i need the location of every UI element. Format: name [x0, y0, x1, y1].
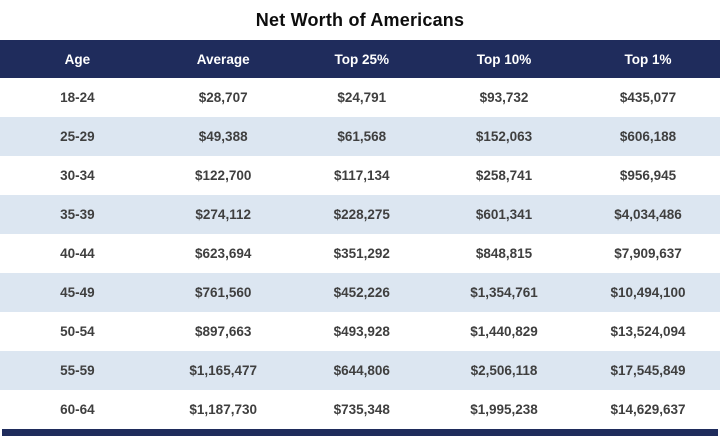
table-cell: $493,928: [333, 324, 390, 339]
table-cell: $258,741: [475, 168, 533, 183]
table-cell: $761,560: [195, 285, 252, 300]
page-title: Net Worth of Americans: [255, 9, 465, 30]
table-cell: $897,663: [195, 324, 252, 339]
table-cell: $435,077: [619, 90, 677, 105]
table-row: 18-24 $28,707 $24,791 $93,732 $435,077: [0, 78, 720, 117]
table-cell: $93,732: [479, 90, 529, 105]
table-cell: $28,707: [198, 90, 248, 105]
table-row: 45-49 $761,560 $452,226 $1,354,761 $10,4…: [0, 273, 720, 312]
table-cell: $10,494,100: [610, 285, 686, 300]
table-row: 55-59 $1,165,477 $644,806 $2,506,118 $17…: [0, 351, 720, 390]
table-cell: $152,063: [475, 129, 533, 144]
age-cell: 50-54: [60, 324, 95, 339]
table-cell: $122,700: [195, 168, 252, 183]
table-cell: $601,341: [475, 207, 533, 222]
column-header-top10: Top 10%: [476, 51, 532, 67]
table-cell: $117,134: [334, 168, 390, 183]
table-cell: $452,226: [333, 285, 390, 300]
table-cell: $13,524,094: [610, 324, 686, 339]
table-cell: $1,165,477: [189, 363, 257, 378]
table-body: 18-24 $28,707 $24,791 $93,732 $435,077 2…: [0, 78, 720, 436]
table-cell: $1,995,238: [470, 402, 538, 417]
table-cell: $644,806: [333, 363, 390, 378]
table-cell: $848,815: [475, 246, 533, 261]
table-cell: $956,945: [619, 168, 677, 183]
table-cell: $14,629,637: [610, 402, 686, 417]
table-cell: $17,545,849: [610, 363, 686, 378]
column-header-age: Age: [64, 51, 91, 67]
table-cell: $7,909,637: [614, 246, 682, 261]
title-bar: Net Worth of Americans: [0, 0, 720, 40]
table-cell: $4,034,486: [614, 207, 682, 222]
age-cell: 35-39: [60, 207, 95, 222]
table-cell: $606,188: [619, 129, 677, 144]
table-cell: $24,791: [337, 90, 387, 105]
age-cell: 55-59: [60, 363, 95, 378]
table-cell: $2,506,118: [470, 363, 538, 378]
table-cell: $228,275: [333, 207, 390, 222]
table-row: 50-54 $897,663 $493,928 $1,440,829 $13,5…: [0, 312, 720, 351]
table-cell: $351,292: [333, 246, 390, 261]
table-row: 35-39 $274,112 $228,275 $601,341 $4,034,…: [0, 195, 720, 234]
table-cell: $274,112: [195, 207, 251, 222]
table-cell: $623,694: [195, 246, 252, 261]
table-cell: $49,388: [198, 129, 248, 144]
table-header-row: Age Average Top 25% Top 10% Top 1%: [0, 40, 720, 78]
table-cell: $1,187,730: [189, 402, 257, 417]
age-cell: 18-24: [60, 90, 95, 105]
table-footer-bar: [2, 429, 718, 436]
age-cell: 25-29: [60, 129, 95, 144]
column-header-top25: Top 25%: [334, 51, 390, 67]
table-cell: $1,440,829: [470, 324, 538, 339]
table-cell: $61,568: [337, 129, 387, 144]
age-cell: 60-64: [60, 402, 95, 417]
age-cell: 40-44: [60, 246, 95, 261]
table-cell: $735,348: [333, 402, 390, 417]
table-row: 40-44 $623,694 $351,292 $848,815 $7,909,…: [0, 234, 720, 273]
age-cell: 45-49: [60, 285, 95, 300]
table-row: 60-64 $1,187,730 $735,348 $1,995,238 $14…: [0, 390, 720, 429]
column-header-top1: Top 1%: [624, 51, 672, 67]
age-cell: 30-34: [60, 168, 95, 183]
table-cell: $1,354,761: [470, 285, 538, 300]
table-row: 25-29 $49,388 $61,568 $152,063 $606,188: [0, 117, 720, 156]
column-header-average: Average: [196, 51, 250, 67]
table-row: 30-34 $122,700 $117,134 $258,741 $956,94…: [0, 156, 720, 195]
